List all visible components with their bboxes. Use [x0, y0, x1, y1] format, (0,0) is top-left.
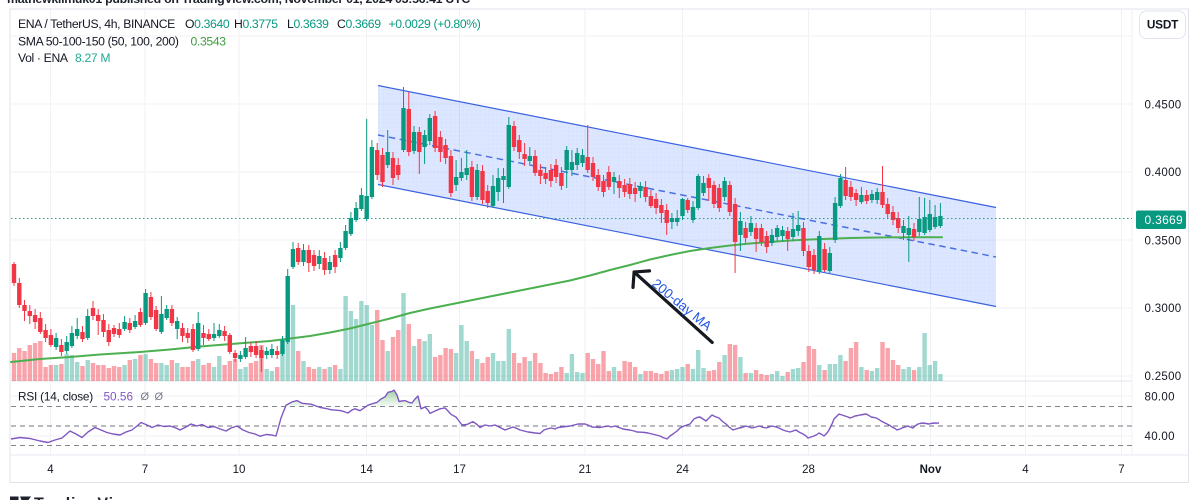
svg-text:mathewklimuk01 published on Tr: mathewklimuk01 published on TradingView.… — [7, 0, 470, 6]
svg-text:24: 24 — [676, 464, 689, 476]
svg-text:4: 4 — [47, 464, 54, 476]
svg-text:80.00: 80.00 — [1145, 392, 1175, 404]
svg-text:7: 7 — [142, 464, 148, 476]
svg-text:21: 21 — [579, 464, 592, 476]
svg-text:ENA / TetherUS, 4h, BINANCE: ENA / TetherUS, 4h, BINANCE — [18, 17, 175, 31]
svg-text:14: 14 — [360, 464, 373, 476]
svg-text:TradingView: TradingView — [34, 496, 137, 500]
svg-text:Vol · ENA: Vol · ENA — [18, 51, 69, 65]
svg-text:C0.3669: C0.3669 — [337, 17, 381, 31]
svg-text:28: 28 — [802, 464, 815, 476]
svg-text:H0.3775: H0.3775 — [234, 17, 278, 31]
svg-text:0.3500: 0.3500 — [1145, 236, 1182, 248]
svg-text:Ø: Ø — [141, 391, 150, 403]
svg-text:0.4500: 0.4500 — [1145, 100, 1182, 112]
svg-text:10: 10 — [233, 464, 246, 476]
svg-text:Nov: Nov — [920, 464, 942, 476]
svg-text:L0.3639: L0.3639 — [287, 17, 329, 31]
svg-text:0.3543: 0.3543 — [191, 35, 227, 49]
svg-text:0.2500: 0.2500 — [1145, 371, 1182, 383]
svg-text:40.00: 40.00 — [1145, 431, 1175, 443]
svg-text:4: 4 — [1022, 464, 1029, 476]
svg-text:0.4000: 0.4000 — [1145, 167, 1182, 179]
svg-text:17: 17 — [453, 464, 466, 476]
svg-text:SMA 50-100-150 (50, 100, 200): SMA 50-100-150 (50, 100, 200) — [18, 35, 179, 49]
svg-text:0.3000: 0.3000 — [1145, 303, 1182, 315]
svg-text:0.3669: 0.3669 — [1145, 213, 1184, 227]
svg-text:Ø: Ø — [155, 391, 164, 403]
svg-text:+0.0029 (+0.80%): +0.0029 (+0.80%) — [389, 17, 481, 31]
svg-text:50.56: 50.56 — [104, 390, 134, 404]
svg-text:USDT: USDT — [1147, 18, 1179, 32]
svg-text:8.27 M: 8.27 M — [75, 51, 110, 65]
svg-text:RSI (14, close): RSI (14, close) — [18, 390, 93, 404]
svg-text:O0.3640: O0.3640 — [185, 17, 230, 31]
svg-text:7: 7 — [1118, 464, 1124, 476]
